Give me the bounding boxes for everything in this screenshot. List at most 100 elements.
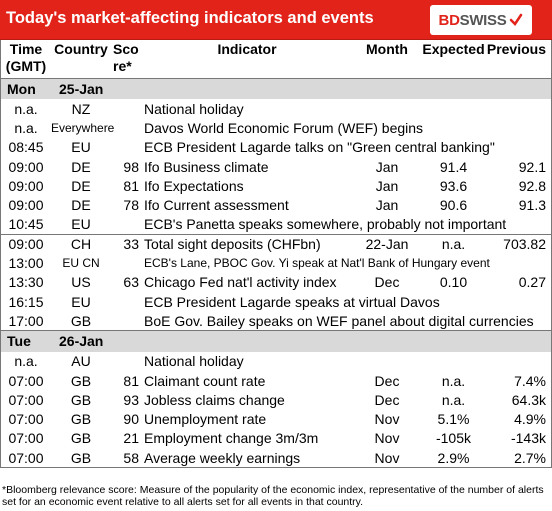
table-row: n.a. Everywhere Davos World Economic Forum… [1,118,551,137]
cell-score [111,352,141,371]
cell-country: US [71,274,91,291]
logo-check-icon [510,13,523,26]
cell-month [353,99,421,118]
cell-score [111,138,141,157]
cell-previous: -143k [510,430,546,447]
cell-expected: n.a. [421,233,486,254]
cell-previous [486,352,551,371]
col-header-time: Time (GMT) [5,41,47,74]
cell-score [111,99,141,118]
cell-expected: 93.6 [439,177,468,194]
table-row: 07:00 GB 58 Average weekly earnings Nov 2.9% 2… [1,448,551,467]
cell-previous: 703.82 [486,233,551,254]
cell-score: 81 [123,177,139,194]
table-row: 07:00 GB 21 Employment change 3m/3m Nov -105k… [1,429,551,448]
cell-indicator: Ifo Current assessment [144,197,289,214]
cell-expected: 91.4 [439,158,468,175]
cell-score [111,118,141,137]
cell-previous [486,99,551,118]
cell-score [111,253,141,272]
cell-country: DE [71,197,91,214]
calendar-body: Mon 25-Jan n.a. NZ National holiday n.a. Every… [1,77,551,467]
cell-indicator: ECB President Lagarde speaks at virtual … [144,293,440,310]
cell-indicator: ECB's Panetta speaks somewhere, probably… [144,216,507,233]
cell-score: 93 [123,391,139,408]
cell-indicator: ECB President Lagarde talks on "Green ce… [144,139,495,156]
day-date: 26-Jan [51,330,551,352]
cell-score: 78 [123,197,139,214]
cell-month: Nov [374,449,400,466]
cell-score: 90 [123,411,139,428]
cell-month: Nov [374,411,400,428]
cell-time: 09:00 [8,177,44,194]
cell-expected [421,118,486,137]
cell-expected [421,99,486,118]
cell-previous: 92.8 [518,177,546,194]
logo-bd: BD [438,11,460,29]
table-row: 08:45 EU ECB President Lagarde talks on "G… [1,138,551,157]
cell-score: 58 [123,449,139,466]
cell-previous: 7.4% [514,372,546,389]
cell-month [353,352,421,371]
cell-score [111,215,141,234]
col-header-expected: Expected [422,41,485,57]
cell-country: GB [70,391,92,408]
cell-expected: n.a. [441,372,466,389]
cell-time: n.a. [14,119,38,136]
cell-indicator: Ifo Expectations [144,177,244,194]
cell-month: Jan [375,197,399,214]
cell-score: 33 [111,233,141,254]
table-row: 07:00 GB 90 Unemployment rate Nov 5.1% 4.9% [1,409,551,428]
cell-indicator: Average weekly earnings [144,449,301,466]
col-header-month: Month [366,41,408,57]
table-row: n.a. AU National holiday [1,352,551,371]
cell-indicator: Ifo Business climate [144,158,269,175]
table-row: n.a. NZ National holiday [1,99,551,118]
cell-indicator: Chicago Fed nat'l activity index [144,274,337,291]
page-title: Today's market-affecting indicators and … [6,9,374,27]
cell-expected: 2.9% [437,449,470,466]
cell-country: DE [71,158,91,175]
cell-indicator: Jobless claims change [144,391,285,408]
cell-country: EU CN [62,256,100,271]
cell-previous [486,138,551,157]
cell-month: Jan [375,177,399,194]
cell-time: 07:00 [8,411,44,428]
cell-time: 09:00 [1,233,51,254]
column-header-row: Time (GMT) Country Sco re* Indicator Mon… [1,40,551,78]
cell-country: DE [71,177,91,194]
cell-country: EU [71,216,91,233]
col-header-score: Sco re* [113,41,139,74]
cell-indicator: ECB's Lane, PBOC Gov. Yi speak at Nat'l … [144,256,490,271]
cell-indicator: Davos World Economic Forum (WEF) begins [144,119,424,136]
cell-time: 07:00 [8,391,44,408]
cell-indicator: Claimant count rate [144,372,266,389]
cell-expected: 90.6 [439,197,468,214]
cell-indicator: BoE Gov. Bailey speaks on WEF panel abou… [144,312,534,329]
cell-time: 17:00 [8,312,44,329]
cell-country: GB [70,372,92,389]
day-name: Mon [1,77,51,99]
cell-previous [486,292,551,311]
cell-previous [486,118,551,137]
cell-previous: 0.27 [518,274,546,291]
cell-score [111,311,141,330]
cell-country: EU [71,293,91,310]
table-row: 16:15 EU ECB President Lagarde speaks at v… [1,292,551,311]
cell-indicator: Total sight deposits (CHFbn) [141,233,353,254]
cell-time: 16:15 [8,293,44,310]
cell-previous: 4.9% [514,411,546,428]
cell-month: 22-Jan [353,233,421,254]
cell-country: Everywhere [51,120,115,135]
cell-country: CH [51,233,111,254]
cell-month: Dec [374,274,400,291]
cell-score: 98 [123,158,139,175]
table-row: 09:00 DE 98 Ifo Business climate Jan 91.4 92.1 [1,157,551,176]
cell-previous [486,253,551,272]
col-header-country: Country [54,41,108,57]
cell-month: Dec [374,372,400,389]
table-row: 07:00 GB 93 Jobless claims change Dec n.a. 64.… [1,390,551,409]
table-row: 07:00 GB 81 Claimant count rate Dec n.a. 7.4% [1,371,551,390]
day-header-row: Tue 26-Jan [1,330,551,352]
cell-score: 63 [123,274,139,291]
